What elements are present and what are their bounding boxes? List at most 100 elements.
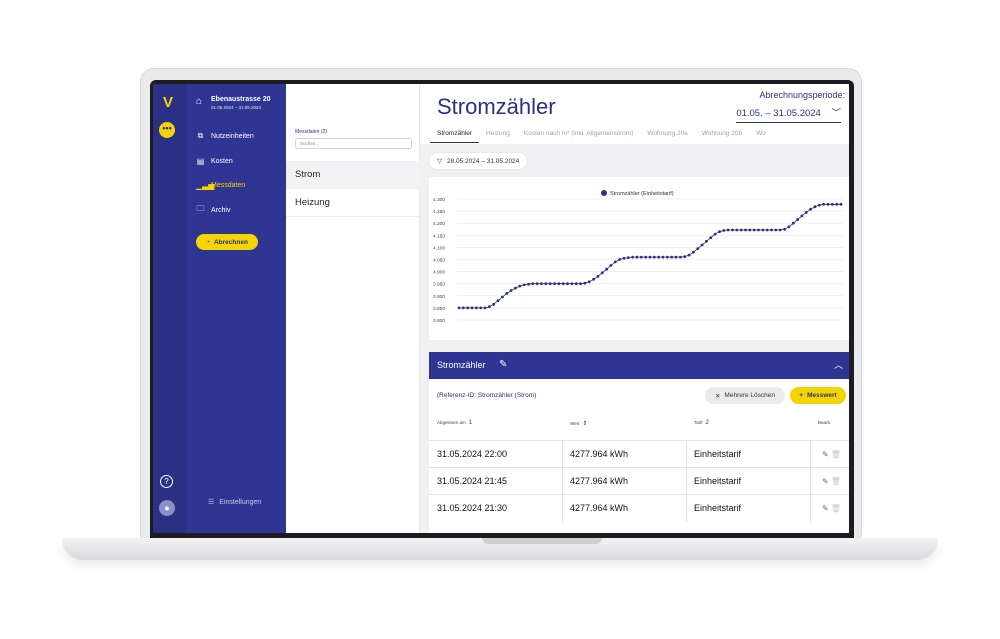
data-point [765,228,769,232]
data-point [770,228,773,232]
data-point [718,230,721,234]
tab-heizung[interactable]: Heizung [486,130,510,137]
sidebar: ⌂ Ebenaustrasse 20 01.05.2024 – 31.05.20… [186,84,286,533]
y-tick-label: 3.900 [433,294,445,300]
data-point [514,286,517,290]
folder-icon: 🗀 [196,204,205,213]
data-point [475,306,478,310]
tab-wohnung-20a[interactable]: Wohnung 20a [647,130,688,137]
data-point [700,243,704,247]
trash-icon[interactable]: 🗑 [830,477,841,486]
data-point [592,277,595,281]
delete-multiple-button[interactable]: ✕ Mehrere Löschen [705,387,785,404]
more-options-icon[interactable]: ••• [159,122,175,138]
data-point [744,228,747,232]
reference-id: (Referenz-ID: Stromzähler (Strom) [437,392,537,399]
trash-icon[interactable]: 🗑 [830,504,841,513]
column-header-date[interactable]: Abgelesen am 1 [437,420,472,426]
add-reading-button[interactable]: + Messwert [790,387,846,404]
readings-card: Stromzähler ✎ ︿ (Referenz-ID: Stromzähle… [429,352,849,533]
data-point [722,229,726,232]
settings-label: Einstellungen [219,498,262,506]
sidebar-item-label: Kosten [211,157,233,165]
add-reading-label: Messwert [807,392,837,399]
data-point [566,282,569,286]
data-point [674,255,678,259]
data-point [791,221,795,225]
edit-icon[interactable]: ✎ [822,477,829,486]
y-tick-label: 3.850 [433,306,445,312]
data-point [479,306,483,310]
settings-button[interactable]: ☰ Einstellungen [208,498,262,507]
data-point [661,255,665,259]
trash-icon[interactable]: 🗑 [830,450,841,459]
delete-multiple-label: Mehrere Löschen [724,392,776,399]
y-tick-label: 4.150 [433,233,445,239]
data-point [505,292,509,295]
edit-icon[interactable]: ✎ [499,359,508,370]
column-header-edit: Bearb. [818,420,831,425]
sidebar-item-archiv[interactable]: 🗀 Archiv [196,204,284,216]
data-point [657,255,661,259]
data-point [787,225,791,229]
data-point [492,302,496,306]
table-row[interactable]: 31.05.2024 22:00 4277.964 kWh Einheitsta… [429,440,849,468]
edit-icon[interactable]: ✎ [822,504,829,513]
y-tick-label: 3.950 [433,282,445,288]
abrechnen-button[interactable]: ◔ Abrechnen [196,234,258,250]
data-point [574,282,578,286]
sidebar-item-messdaten[interactable]: ▁▃▅ Messdaten [196,179,284,191]
column-header-value[interactable]: Wert ⇕ [570,420,587,427]
reading-date: 31.05.2024 21:45 [437,476,508,486]
column-header-label: Wert [570,421,580,426]
tab-wohnung-more[interactable]: Wo [756,130,766,137]
legend-marker [601,190,607,196]
data-point [457,306,461,310]
period-label: Abrechnungsperiode: [759,90,845,100]
help-icon[interactable]: ? [160,475,173,488]
data-point [726,228,730,232]
data-point [496,299,500,302]
data-point [466,306,470,310]
data-point [613,260,617,264]
tab-stromzaehler[interactable]: Stromzähler [430,127,480,143]
edit-icon[interactable]: ✎ [822,450,829,459]
data-point [839,202,843,206]
logo-icon: V [163,94,174,111]
data-point [735,228,739,232]
data-point [635,255,639,259]
data-point [587,280,591,284]
data-point [752,228,756,232]
sliders-icon: ☰ [208,499,215,506]
data-point [739,228,743,232]
period-select[interactable]: 01.05. – 31.05.2024 ﹀ [736,105,841,123]
list-item-heizung[interactable]: Heizung [286,189,420,217]
chevron-up-icon[interactable]: ︿ [833,360,843,370]
table-row[interactable]: 31.05.2024 21:30 4277.964 kWh Einheitsta… [429,494,849,522]
sort-badge: 1 [468,420,473,426]
table-row[interactable]: 31.05.2024 21:45 4277.964 kWh Einheitsta… [429,467,849,495]
avatar[interactable]: ● [159,500,175,516]
data-point [583,281,587,285]
measurement-list-panel: Messdaten (2) Suchen... Strom Heizung [286,84,420,533]
data-point [683,255,687,258]
data-point [652,255,656,259]
sidebar-item-label: Nutzeinheiten [211,132,254,140]
list-item-strom[interactable]: Strom [286,161,420,189]
data-point [817,203,821,207]
sidebar-item-kosten[interactable]: ▤ Kosten [196,155,284,167]
tab-wohnung-20b[interactable]: Wohnung 20b [701,130,743,137]
date-filter-chip[interactable]: ▽ 28.05.2024 – 31.05.2024 [429,153,528,169]
data-point [553,282,556,286]
column-header-tariff[interactable]: Tarif 2 [694,420,709,426]
search-input[interactable]: Suchen... [295,138,412,149]
sidebar-item-nutzeinheiten[interactable]: ⧉ Nutzeinheiten [196,130,284,142]
tab-kosten[interactable]: Kosten nach m² (inkl. Allgemeinstrom) [523,130,634,137]
data-point [535,282,539,286]
data-point [835,202,839,206]
property-name[interactable]: Ebenaustrasse 20 [211,96,271,103]
y-tick-label: 3.800 [433,318,445,324]
readings-card-header[interactable]: Stromzähler ✎ ︿ [429,352,849,379]
sidebar-item-label: Archiv [211,206,231,214]
close-icon: ✕ [714,392,721,400]
